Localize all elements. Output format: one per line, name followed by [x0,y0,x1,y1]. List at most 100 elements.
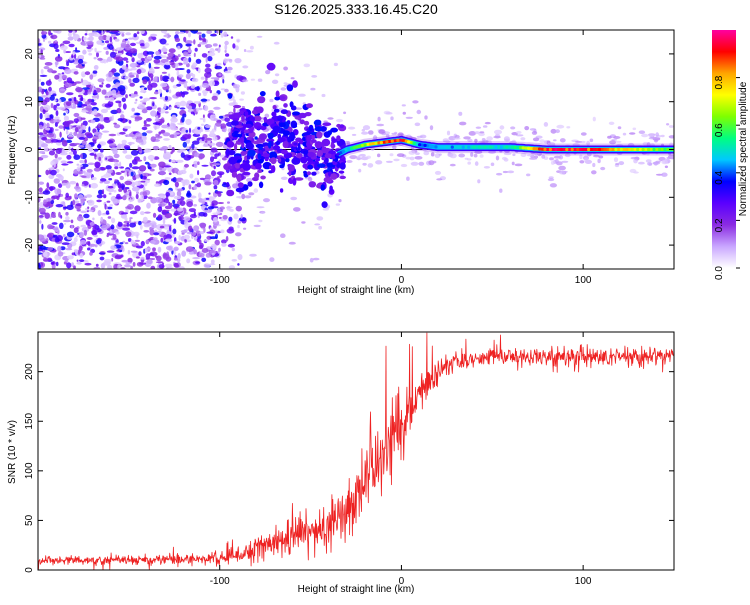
spectral-blob [308,177,312,182]
spectral-blob [317,163,326,168]
ridge-point [396,139,399,142]
spectral-blob [447,131,450,136]
noise-blob [111,218,115,224]
spectral-blob [348,127,355,130]
noise-blob [64,223,66,225]
spectral-blob [378,129,385,133]
spectral-blob [269,99,273,103]
noise-blob [183,216,190,221]
noise-blob [102,82,104,85]
noise-blob [109,143,116,147]
spectral-blob [257,126,260,130]
spectral-blob [239,99,244,101]
noise-blob [173,132,180,134]
noise-blob [132,187,140,192]
noise-blob [138,251,141,256]
noise-blob [174,211,178,216]
spectral-blob [233,134,241,138]
spectral-blob [307,152,314,158]
spectral-blob [304,64,311,68]
noise-blob [67,255,74,259]
spectral-blob [411,162,419,166]
noise-blob [99,85,101,88]
noise-blob [219,116,223,119]
noise-blob [137,31,140,34]
spectral-blob [257,170,262,173]
spectral-blob [334,63,338,66]
spectral-blob [561,161,568,163]
spectral-blob [502,157,507,160]
spectral-blob [257,96,265,103]
noise-blob [122,57,128,61]
noise-blob [47,68,53,72]
noise-blob [208,110,214,113]
noise-blob [126,53,131,55]
noise-blob [140,174,143,179]
spectral-blob [424,115,427,119]
spectral-blob [375,160,382,164]
spectral-blob [241,114,245,121]
noise-blob [86,241,90,245]
spectral-blob [631,157,638,159]
noise-blob [210,236,218,239]
noise-blob [131,172,134,177]
noise-blob [193,225,199,231]
noise-blob [129,219,131,223]
noise-blob [77,209,81,211]
noise-blob [39,151,45,154]
spectral-blob [287,137,291,143]
ridge-point [489,146,492,149]
spectral-blob [477,179,480,183]
ridge-point [663,148,666,151]
spectral-blob [280,188,283,192]
noise-blob [211,244,217,249]
noise-blob [212,212,220,214]
spectral-blob [592,163,595,167]
noise-blob [85,71,90,75]
noise-blob [212,253,215,256]
spectral-blob [293,207,301,212]
noise-blob [160,97,166,100]
spectral-blob [507,171,514,174]
noise-blob [191,111,195,114]
noise-blob [123,126,131,129]
noise-blob [148,79,151,85]
spectral-blob [499,189,502,193]
noise-blob [83,98,86,102]
noise-blob [144,124,151,127]
spectral-blob [412,100,418,103]
noise-blob [165,206,172,210]
spectral-blob [273,105,277,109]
spectral-blob [491,163,495,167]
noise-blob [163,132,171,136]
noise-blob [214,166,216,170]
spectral-blob [544,122,548,127]
spectral-blob [259,182,263,189]
noise-blob [162,76,170,82]
spectral-blob [242,65,248,68]
spectral-blob [301,221,305,223]
y-tick-label: 10 [24,96,35,108]
spectral-blob [619,161,625,165]
spectral-blob [515,164,523,167]
spectral-blob [609,122,615,125]
spectral-blob [231,120,239,125]
noise-blob [69,124,71,130]
spectral-blob [291,106,297,111]
noise-blob [154,59,161,64]
noise-blob [222,79,224,83]
noise-blob [233,107,235,113]
noise-blob [176,84,181,87]
noise-blob [86,47,91,49]
noise-blob [44,213,50,219]
noise-blob [192,78,199,82]
spectral-blob [325,153,333,158]
spectral-blob [390,116,393,120]
noise-blob [151,136,156,142]
noise-blob [118,31,125,33]
noise-blob [107,201,111,203]
noise-blob [127,142,134,145]
noise-blob [86,41,94,45]
spectral-blob [638,162,645,165]
